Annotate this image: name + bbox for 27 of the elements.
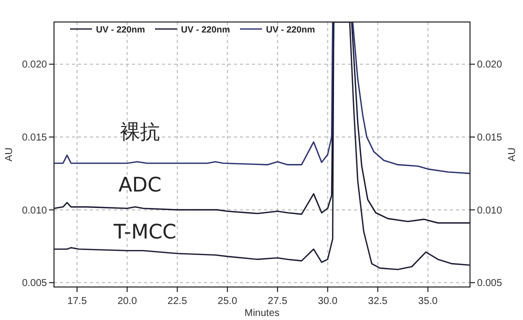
y-tick-label: 0.020 <box>22 60 48 71</box>
y-axis-title: AU <box>4 148 15 162</box>
x-tick-label: 25.0 <box>218 296 238 307</box>
y2-tick-label: 0.020 <box>477 60 502 71</box>
y2-tick-label: 0.010 <box>477 205 502 216</box>
x-tick-label: 35.0 <box>418 296 438 307</box>
legend-label: UV - 220nm <box>266 24 316 34</box>
y2-tick-label: 0.015 <box>477 132 502 144</box>
legend-label: UV - 220nm <box>181 24 230 34</box>
x-tick-label: 27.5 <box>268 296 288 307</box>
annotation: ADC <box>118 172 162 196</box>
line-series <box>54 22 470 270</box>
x-tick-label: 20.0 <box>117 296 138 307</box>
legend-label: UV - 220nm <box>96 24 146 34</box>
y2-axis-title: AU <box>507 148 518 162</box>
x-tick-label: 30.0 <box>318 296 338 307</box>
x-tick-label: 32.5 <box>368 296 388 307</box>
x-tick-label: 17.5 <box>67 296 88 307</box>
x-tick-label: 22.5 <box>168 296 188 307</box>
y2-tick-label: 0.005 <box>477 278 502 290</box>
y-tick-label: 0.015 <box>22 132 48 144</box>
y-tick-label: 0.010 <box>22 205 48 216</box>
x-axis-title: Minutes <box>244 308 280 319</box>
annotation: 裸抗 <box>120 119 160 144</box>
annotation: T-MCC <box>112 219 176 244</box>
y-tick-label: 0.005 <box>22 278 48 290</box>
line-series <box>54 22 470 174</box>
